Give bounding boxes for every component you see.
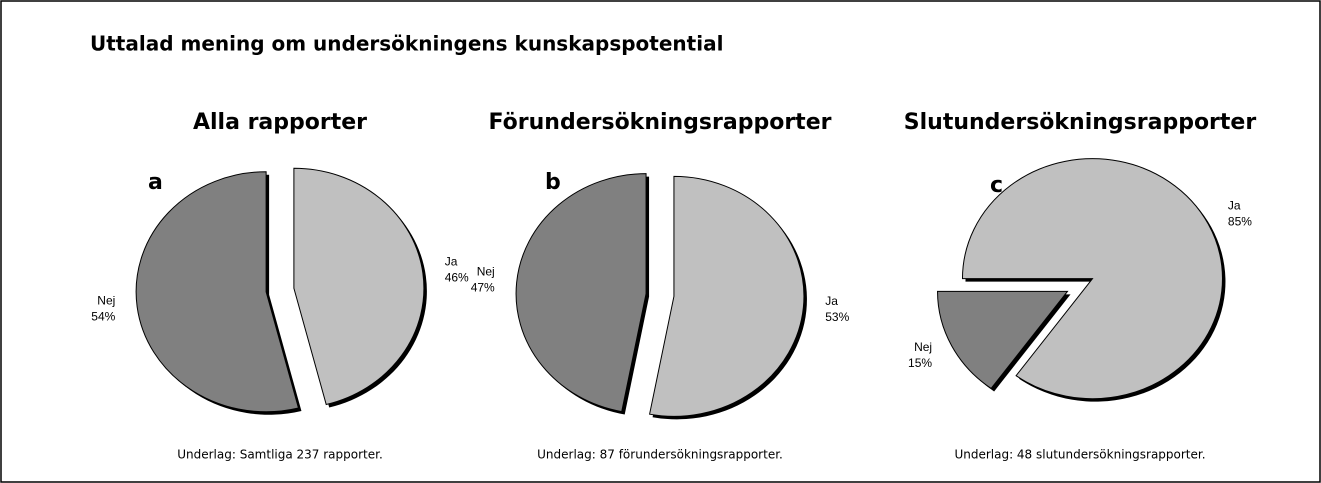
slice-group: [961, 158, 1226, 402]
slice-category: Nej: [914, 340, 932, 354]
slice-group: [293, 167, 427, 408]
slice: [293, 167, 425, 406]
slice-value-label: 85%: [1228, 214, 1252, 228]
slice-group: [515, 173, 650, 415]
panel-letter: c: [990, 173, 1003, 198]
slice-group: [937, 290, 1071, 392]
slice-value-label: 53%: [825, 310, 849, 324]
slice-category: Ja: [825, 294, 838, 308]
pie-title: Alla rapporter: [193, 110, 367, 135]
slice: [515, 173, 647, 413]
pie-title: Förundersökningsrapporter: [489, 110, 832, 135]
caption: Underlag: 48 slutundersökningsrapporter.: [954, 448, 1205, 462]
slice-value-label: 46%: [445, 271, 469, 285]
slice-category: Nej: [477, 264, 495, 278]
slice: [961, 158, 1223, 400]
caption: Underlag: Samtliga 237 rapporter.: [177, 448, 383, 462]
panel-letter: a: [148, 170, 163, 195]
slice-group: [135, 171, 302, 415]
slice-category: Ja: [445, 255, 458, 269]
pie-title: Slutundersökningsrapporter: [904, 110, 1257, 135]
caption: Underlag: 87 förundersökningsrapporter.: [537, 448, 783, 462]
slice-value-label: 54%: [91, 310, 115, 324]
slice: [135, 171, 300, 413]
panel-letter: b: [545, 170, 561, 195]
slice: [937, 290, 1069, 390]
slice-category: Ja: [1228, 198, 1241, 212]
slice-value-label: 47%: [471, 280, 495, 294]
slice: [648, 175, 805, 417]
slice-category: Nej: [97, 294, 115, 308]
slice-value-label: 15%: [908, 356, 932, 370]
figure-title: Uttalad mening om undersökningens kunska…: [90, 32, 723, 56]
slice-group: [648, 175, 807, 420]
